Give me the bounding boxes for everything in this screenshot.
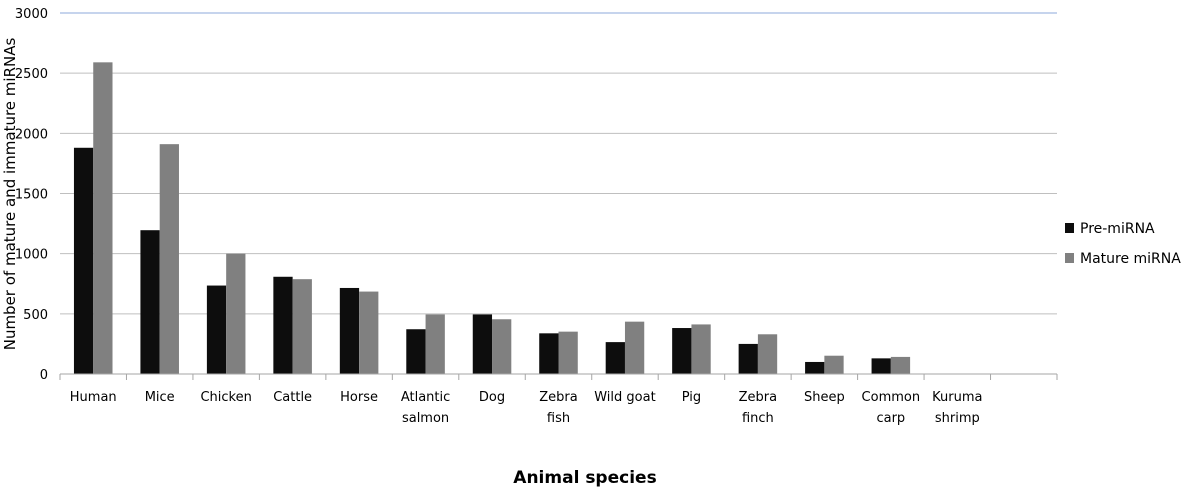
bar-pre-mirna bbox=[605, 342, 625, 374]
category-label: finch bbox=[742, 411, 774, 426]
bar-pre-mirna bbox=[73, 147, 94, 374]
category-label: fish bbox=[547, 411, 570, 426]
bar-pre-mirna bbox=[672, 328, 692, 374]
bar-pre-mirna bbox=[738, 343, 758, 374]
bars bbox=[73, 62, 911, 374]
bar-mature-mirna bbox=[93, 62, 113, 374]
category-label: Cattle bbox=[273, 390, 312, 405]
bar-pre-mirna bbox=[805, 361, 825, 374]
bar-pre-mirna bbox=[406, 329, 426, 374]
bar-mature-mirna bbox=[425, 314, 445, 374]
bar-pre-mirna bbox=[472, 314, 493, 374]
category-label: Chicken bbox=[200, 390, 251, 405]
category-label: Zebra bbox=[539, 390, 577, 405]
bar-pre-mirna bbox=[273, 276, 293, 374]
legend-swatch bbox=[1065, 223, 1074, 233]
bar-mature-mirna bbox=[159, 144, 179, 374]
bar-pre-mirna bbox=[539, 333, 559, 374]
x-axis bbox=[59, 373, 1058, 380]
bar-pre-mirna bbox=[871, 358, 891, 374]
y-tick-label: 1000 bbox=[15, 248, 48, 263]
y-tick-label: 0 bbox=[40, 368, 48, 383]
gridlines bbox=[60, 12, 1057, 315]
bar-mature-mirna bbox=[757, 334, 778, 374]
bar-mature-mirna bbox=[824, 355, 844, 374]
bar-mature-mirna bbox=[691, 324, 711, 374]
category-label: Pig bbox=[682, 390, 701, 405]
category-labels: Human Mice Chicken Cattle Horse Atlantic salmo… bbox=[70, 390, 983, 426]
category-label: Kuruma bbox=[932, 390, 982, 405]
bar-mature-mirna bbox=[558, 331, 578, 374]
category-label: carp bbox=[876, 411, 905, 426]
legend-swatch bbox=[1065, 253, 1074, 263]
bar-pre-mirna bbox=[339, 287, 360, 374]
category-label: Atlantic bbox=[401, 390, 450, 405]
y-axis-title: Number of mature and immature miRNAs bbox=[1, 38, 19, 351]
category-label: Zebra bbox=[739, 390, 777, 405]
y-tick-label: 500 bbox=[23, 308, 48, 323]
bar-pre-mirna bbox=[206, 285, 227, 374]
category-label: salmon bbox=[402, 411, 449, 426]
category-label: Mice bbox=[145, 390, 175, 405]
category-label: Wild goat bbox=[594, 390, 655, 405]
y-axis-tick-labels: 0 500 1000 1500 2000 2500 3000 bbox=[15, 7, 48, 383]
legend-label: Mature miRNA bbox=[1080, 251, 1181, 267]
y-tick-label: 1500 bbox=[15, 188, 48, 203]
y-tick-label: 2500 bbox=[15, 67, 48, 82]
bar-mature-mirna bbox=[492, 319, 512, 374]
bar-mature-mirna bbox=[359, 291, 379, 374]
y-tick-label: 2000 bbox=[15, 127, 48, 142]
category-label: Dog bbox=[479, 390, 505, 405]
category-label: shrimp bbox=[935, 411, 980, 426]
category-label: Common bbox=[862, 390, 921, 405]
legend-label: Pre-miRNA bbox=[1080, 221, 1155, 237]
y-tick-label: 3000 bbox=[15, 7, 48, 22]
category-label: Horse bbox=[340, 390, 378, 405]
category-label: Sheep bbox=[804, 390, 845, 405]
category-label: Human bbox=[70, 390, 117, 405]
bar-pre-mirna bbox=[140, 230, 160, 374]
bar-mature-mirna bbox=[624, 321, 645, 374]
bar-mature-mirna bbox=[292, 279, 312, 374]
bar-mature-mirna bbox=[226, 253, 246, 374]
x-axis-title: Animal species bbox=[513, 468, 656, 488]
legend: Pre-miRNA Mature miRNA bbox=[1065, 221, 1181, 267]
bar-mature-mirna bbox=[890, 356, 911, 374]
